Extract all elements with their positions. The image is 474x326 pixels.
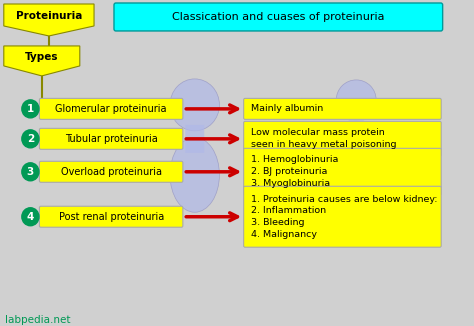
Circle shape — [22, 100, 39, 118]
Text: Types: Types — [25, 52, 59, 62]
Ellipse shape — [336, 128, 376, 188]
Circle shape — [22, 130, 39, 148]
FancyBboxPatch shape — [244, 121, 441, 156]
Circle shape — [22, 208, 39, 226]
Circle shape — [22, 163, 39, 181]
Text: Mainly albumin: Mainly albumin — [251, 104, 323, 113]
Text: 1. Hemoglobinuria
2. BJ proteinuria
3. Myoglobinuria: 1. Hemoglobinuria 2. BJ proteinuria 3. M… — [251, 156, 338, 188]
FancyBboxPatch shape — [348, 118, 364, 140]
FancyBboxPatch shape — [39, 161, 183, 182]
Text: Post renal proteinuria: Post renal proteinuria — [58, 212, 164, 222]
Text: Tubular proteinuria: Tubular proteinuria — [65, 134, 157, 144]
Text: 3: 3 — [27, 167, 34, 177]
Text: 1. Proteinuria causes are below kidney:
2. Inflammation
3. Bleeding
4. Malignanc: 1. Proteinuria causes are below kidney: … — [251, 195, 438, 239]
Ellipse shape — [170, 79, 219, 131]
Text: Classication and cuases of proteinuria: Classication and cuases of proteinuria — [172, 12, 384, 22]
Ellipse shape — [336, 80, 376, 120]
Polygon shape — [4, 4, 94, 36]
FancyBboxPatch shape — [39, 128, 183, 149]
FancyBboxPatch shape — [39, 98, 183, 119]
Text: Glomerular proteinuria: Glomerular proteinuria — [55, 104, 167, 114]
Text: Low molecular mass protein
seen in heavy metal poisoning: Low molecular mass protein seen in heavy… — [251, 128, 396, 149]
Text: 1: 1 — [27, 104, 34, 114]
Text: Overload proteinuria: Overload proteinuria — [61, 167, 162, 177]
Ellipse shape — [170, 137, 219, 212]
FancyBboxPatch shape — [244, 98, 441, 119]
FancyBboxPatch shape — [244, 148, 441, 195]
Text: Proteinuria: Proteinuria — [16, 11, 82, 21]
Text: 2: 2 — [27, 134, 34, 144]
FancyBboxPatch shape — [114, 3, 443, 31]
Text: labpedia.net: labpedia.net — [5, 315, 70, 325]
FancyBboxPatch shape — [39, 206, 183, 227]
FancyBboxPatch shape — [185, 125, 204, 153]
Text: 4: 4 — [27, 212, 34, 222]
FancyBboxPatch shape — [244, 186, 441, 247]
Polygon shape — [4, 46, 80, 76]
